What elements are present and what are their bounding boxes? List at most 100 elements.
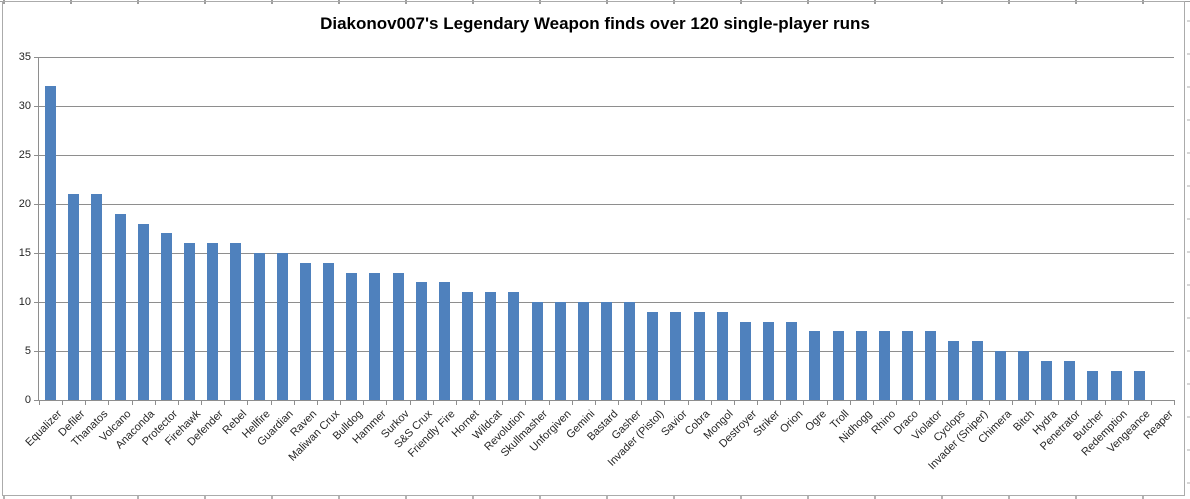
x-axis-tick <box>1058 400 1059 405</box>
bar[interactable] <box>1041 361 1052 400</box>
x-axis-tick <box>641 400 642 405</box>
spreadsheet-row-ticks-right <box>1187 20 1190 490</box>
bar[interactable] <box>1111 371 1122 400</box>
bar[interactable] <box>161 233 172 400</box>
bar[interactable] <box>254 253 265 400</box>
x-axis-tick <box>966 400 967 405</box>
bar[interactable] <box>439 282 450 400</box>
bar[interactable] <box>369 273 380 400</box>
bar[interactable] <box>300 263 311 400</box>
x-axis-tick <box>896 400 897 405</box>
x-axis-tick <box>294 400 295 405</box>
x-axis-tick <box>247 400 248 405</box>
x-axis-tick <box>502 400 503 405</box>
bar[interactable] <box>230 243 241 400</box>
y-tick-label: 25 <box>18 149 31 161</box>
bar[interactable] <box>207 243 218 400</box>
bar[interactable] <box>717 312 728 400</box>
x-axis-tick <box>479 400 480 405</box>
bar[interactable] <box>856 331 867 400</box>
x-axis-tick <box>340 400 341 405</box>
bar[interactable] <box>1087 371 1098 400</box>
bar[interactable] <box>647 312 658 400</box>
bar[interactable] <box>1064 361 1075 400</box>
x-tick-label: Ogre <box>802 408 829 434</box>
y-axis-tick <box>34 57 39 58</box>
y-tick-label: 35 <box>18 51 31 63</box>
bar[interactable] <box>601 302 612 400</box>
bar[interactable] <box>786 322 797 400</box>
bar[interactable] <box>532 302 543 400</box>
bar[interactable] <box>393 273 404 400</box>
x-axis-tick <box>549 400 550 405</box>
y-axis-tick <box>34 204 39 205</box>
x-axis-tick <box>850 400 851 405</box>
x-axis-tick <box>363 400 364 405</box>
bar[interactable] <box>115 214 126 400</box>
bar[interactable] <box>578 302 589 400</box>
x-axis-tick <box>132 400 133 405</box>
bar[interactable] <box>346 273 357 400</box>
x-axis-tick <box>873 400 874 405</box>
x-axis-tick <box>386 400 387 405</box>
y-gridline <box>39 106 1174 107</box>
x-axis-tick <box>942 400 943 405</box>
x-axis-tick <box>989 400 990 405</box>
bar[interactable] <box>833 331 844 400</box>
x-axis-tick <box>572 400 573 405</box>
bar[interactable] <box>925 331 936 400</box>
bar[interactable] <box>763 322 774 400</box>
y-tick-label: 5 <box>24 345 31 357</box>
x-axis-tick <box>456 400 457 405</box>
x-axis-tick <box>201 400 202 405</box>
x-axis-tick <box>317 400 318 405</box>
bar[interactable] <box>740 322 751 400</box>
bar[interactable] <box>416 282 427 400</box>
bar[interactable] <box>68 194 79 400</box>
bar[interactable] <box>45 86 56 400</box>
bar[interactable] <box>972 341 983 400</box>
x-axis-tick <box>39 400 40 405</box>
y-tick-label: 15 <box>18 247 31 259</box>
y-axis-tick <box>34 155 39 156</box>
bar[interactable] <box>1134 371 1145 400</box>
bar[interactable] <box>508 292 519 400</box>
x-axis-tick <box>85 400 86 405</box>
bar[interactable] <box>1018 351 1029 400</box>
x-axis-tick <box>224 400 225 405</box>
x-axis-tick <box>410 400 411 405</box>
x-axis-tick <box>525 400 526 405</box>
x-axis-tick <box>827 400 828 405</box>
bar[interactable] <box>462 292 473 400</box>
bar[interactable] <box>277 253 288 400</box>
x-axis-line <box>38 400 1174 401</box>
y-axis-tick <box>34 106 39 107</box>
chart-title: Diakonov007's Legendary Weapon finds ove… <box>320 14 870 33</box>
x-axis-tick <box>271 400 272 405</box>
x-axis-tick <box>1035 400 1036 405</box>
bar[interactable] <box>694 312 705 400</box>
bar[interactable] <box>91 194 102 400</box>
x-axis-tick <box>108 400 109 405</box>
bar[interactable] <box>902 331 913 400</box>
y-axis-line <box>38 57 39 400</box>
y-gridline <box>39 204 1174 205</box>
bar[interactable] <box>879 331 890 400</box>
bar[interactable] <box>995 351 1006 400</box>
bar[interactable] <box>138 224 149 400</box>
x-axis-tick <box>1174 400 1175 405</box>
bar[interactable] <box>809 331 820 400</box>
bar[interactable] <box>624 302 635 400</box>
bar[interactable] <box>670 312 681 400</box>
x-axis-tick <box>734 400 735 405</box>
bar[interactable] <box>323 263 334 400</box>
x-axis-tick <box>664 400 665 405</box>
bar[interactable] <box>555 302 566 400</box>
bar[interactable] <box>184 243 195 400</box>
bar[interactable] <box>948 341 959 400</box>
y-tick-label: 20 <box>18 198 31 210</box>
bar[interactable] <box>485 292 496 400</box>
x-axis-tick <box>757 400 758 405</box>
